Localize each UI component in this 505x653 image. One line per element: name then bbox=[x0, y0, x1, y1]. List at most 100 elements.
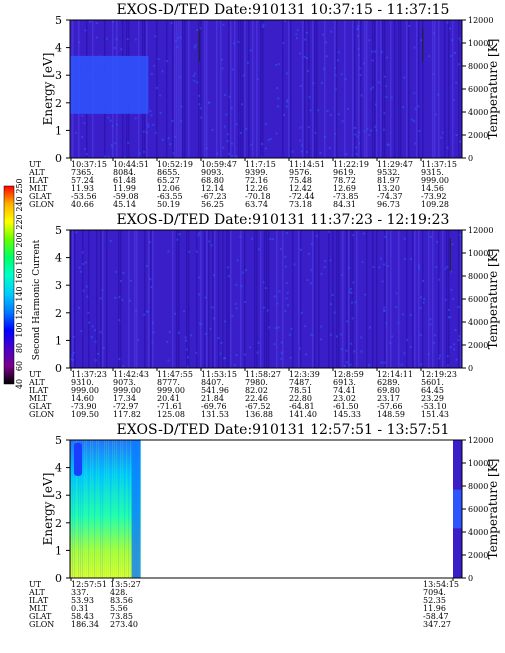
spectrogram-stripe bbox=[336, 230, 338, 368]
spectrogram-speck bbox=[224, 93, 227, 96]
spectrogram-speck bbox=[279, 248, 282, 251]
orbit-value: -71.61 bbox=[157, 402, 183, 411]
spectrogram-stripe bbox=[342, 230, 344, 368]
spectrogram-stripe bbox=[262, 20, 264, 158]
spectrogram-speck bbox=[299, 52, 302, 55]
spectrogram-speck bbox=[244, 300, 247, 303]
spectrogram-speck bbox=[211, 306, 214, 309]
spectrogram-speck bbox=[305, 353, 308, 356]
spectrogram-stripe bbox=[184, 20, 186, 158]
spectrogram-speck bbox=[320, 272, 323, 275]
spectrogram-speck bbox=[330, 303, 333, 306]
spectrogram-speck bbox=[231, 68, 234, 71]
spectrogram-stripe bbox=[390, 230, 392, 368]
spectrogram-speck bbox=[331, 293, 334, 296]
spectrogram-stripe bbox=[90, 440, 92, 578]
spectrogram-speck bbox=[441, 131, 444, 134]
spectrogram-speck bbox=[223, 125, 226, 128]
spectrogram-stripe bbox=[108, 440, 110, 578]
spectrogram-speck bbox=[180, 120, 183, 123]
spectrogram-speck bbox=[180, 105, 183, 108]
spectrogram-speck bbox=[368, 39, 371, 42]
spectrogram-speck bbox=[91, 325, 94, 328]
spectrogram-stripe bbox=[176, 20, 178, 158]
spectrogram-speck bbox=[225, 113, 228, 116]
spectrogram-speck bbox=[374, 50, 377, 53]
spectrogram-speck bbox=[350, 342, 353, 345]
spectrogram-stripe bbox=[186, 230, 188, 368]
spectrogram-speck bbox=[111, 125, 114, 128]
orbit-value: 7487. bbox=[289, 378, 312, 387]
spectrogram-speck bbox=[351, 317, 354, 320]
spectrogram-stripe bbox=[350, 230, 352, 368]
orbit-value: 999.00 bbox=[71, 386, 99, 395]
orbit-value: 10:52:19 bbox=[157, 160, 193, 169]
spectrogram-speck bbox=[184, 339, 187, 342]
spectrogram-speck bbox=[450, 288, 453, 291]
spectrogram-speck bbox=[134, 117, 137, 120]
spectrogram-stripe bbox=[348, 230, 350, 368]
spectrogram-speck bbox=[90, 336, 93, 339]
spectrogram-speck bbox=[107, 116, 110, 119]
spectrogram-stripe bbox=[416, 20, 418, 158]
spectrogram-speck bbox=[327, 230, 330, 233]
spectrogram-speck bbox=[428, 55, 431, 58]
spectrogram-speck bbox=[115, 38, 118, 41]
spectrogram-speck bbox=[179, 36, 182, 39]
spectrogram-speck bbox=[269, 138, 272, 141]
spectrogram-speck bbox=[286, 100, 289, 103]
spectrogram-speck bbox=[289, 356, 292, 359]
spectrogram-speck bbox=[346, 320, 349, 323]
spectrogram-speck bbox=[307, 252, 310, 255]
spectrogram-speck bbox=[84, 29, 87, 32]
spectrogram-speck bbox=[446, 265, 449, 268]
spectrogram-speck bbox=[147, 123, 150, 126]
spectrogram-speck bbox=[450, 54, 453, 57]
orbit-row-label: ALT bbox=[28, 168, 45, 177]
spectrogram-stripe bbox=[314, 20, 316, 158]
spectrogram-speck bbox=[453, 51, 456, 54]
spectrogram-stripe bbox=[176, 230, 178, 368]
spectrogram-speck bbox=[114, 142, 117, 145]
spectrogram-stripe bbox=[432, 20, 434, 158]
spectrogram-stripe bbox=[114, 440, 116, 578]
spectrogram-speck bbox=[386, 56, 389, 59]
spectrogram-speck bbox=[284, 265, 287, 268]
spectrogram-speck bbox=[200, 116, 203, 119]
spectrogram-speck bbox=[414, 107, 417, 110]
spectrogram-speck bbox=[304, 38, 307, 41]
spectrogram-speck bbox=[102, 347, 105, 350]
orbit-value: 11:37:23 bbox=[71, 370, 107, 379]
y-right-tick-label: 12000 bbox=[468, 226, 493, 235]
spectrogram-speck bbox=[256, 78, 259, 81]
spectrogram-speck bbox=[414, 142, 417, 145]
spectrogram-speck bbox=[298, 347, 301, 350]
orbit-value: 83.56 bbox=[110, 596, 133, 605]
spectrogram-stripe bbox=[266, 230, 268, 368]
spectrogram-speck bbox=[329, 333, 332, 336]
spectrogram-speck bbox=[99, 331, 102, 334]
spectrogram-speck bbox=[329, 259, 332, 262]
colorbar-tick-label: 160 bbox=[15, 268, 24, 283]
spectrogram-speck bbox=[336, 59, 339, 62]
spectrogram-speck bbox=[323, 266, 326, 269]
spectrogram-stripe bbox=[204, 230, 206, 368]
spectrogram-speck bbox=[99, 297, 102, 300]
spectrogram-speck bbox=[187, 356, 190, 359]
spectrogram-speck bbox=[137, 339, 140, 342]
spectrogram-stripe bbox=[242, 20, 244, 158]
orbit-value: 999.00 bbox=[157, 386, 185, 395]
spectrogram-speck bbox=[243, 353, 246, 356]
spectrogram-speck bbox=[458, 37, 461, 40]
spectrogram-speck bbox=[168, 330, 171, 333]
spectrogram-speck bbox=[345, 361, 348, 364]
spectrogram-speck bbox=[199, 27, 202, 30]
y-tick-label: 3 bbox=[55, 279, 62, 292]
spectrogram-stripe bbox=[316, 20, 318, 158]
spectrogram-stripe bbox=[356, 230, 358, 368]
spectrogram-speck bbox=[303, 55, 306, 58]
orbit-value: 14.60 bbox=[71, 394, 94, 403]
spectrogram-speck bbox=[159, 94, 162, 97]
spectrogram-speck bbox=[314, 131, 317, 134]
spectrogram-speck bbox=[107, 156, 110, 159]
